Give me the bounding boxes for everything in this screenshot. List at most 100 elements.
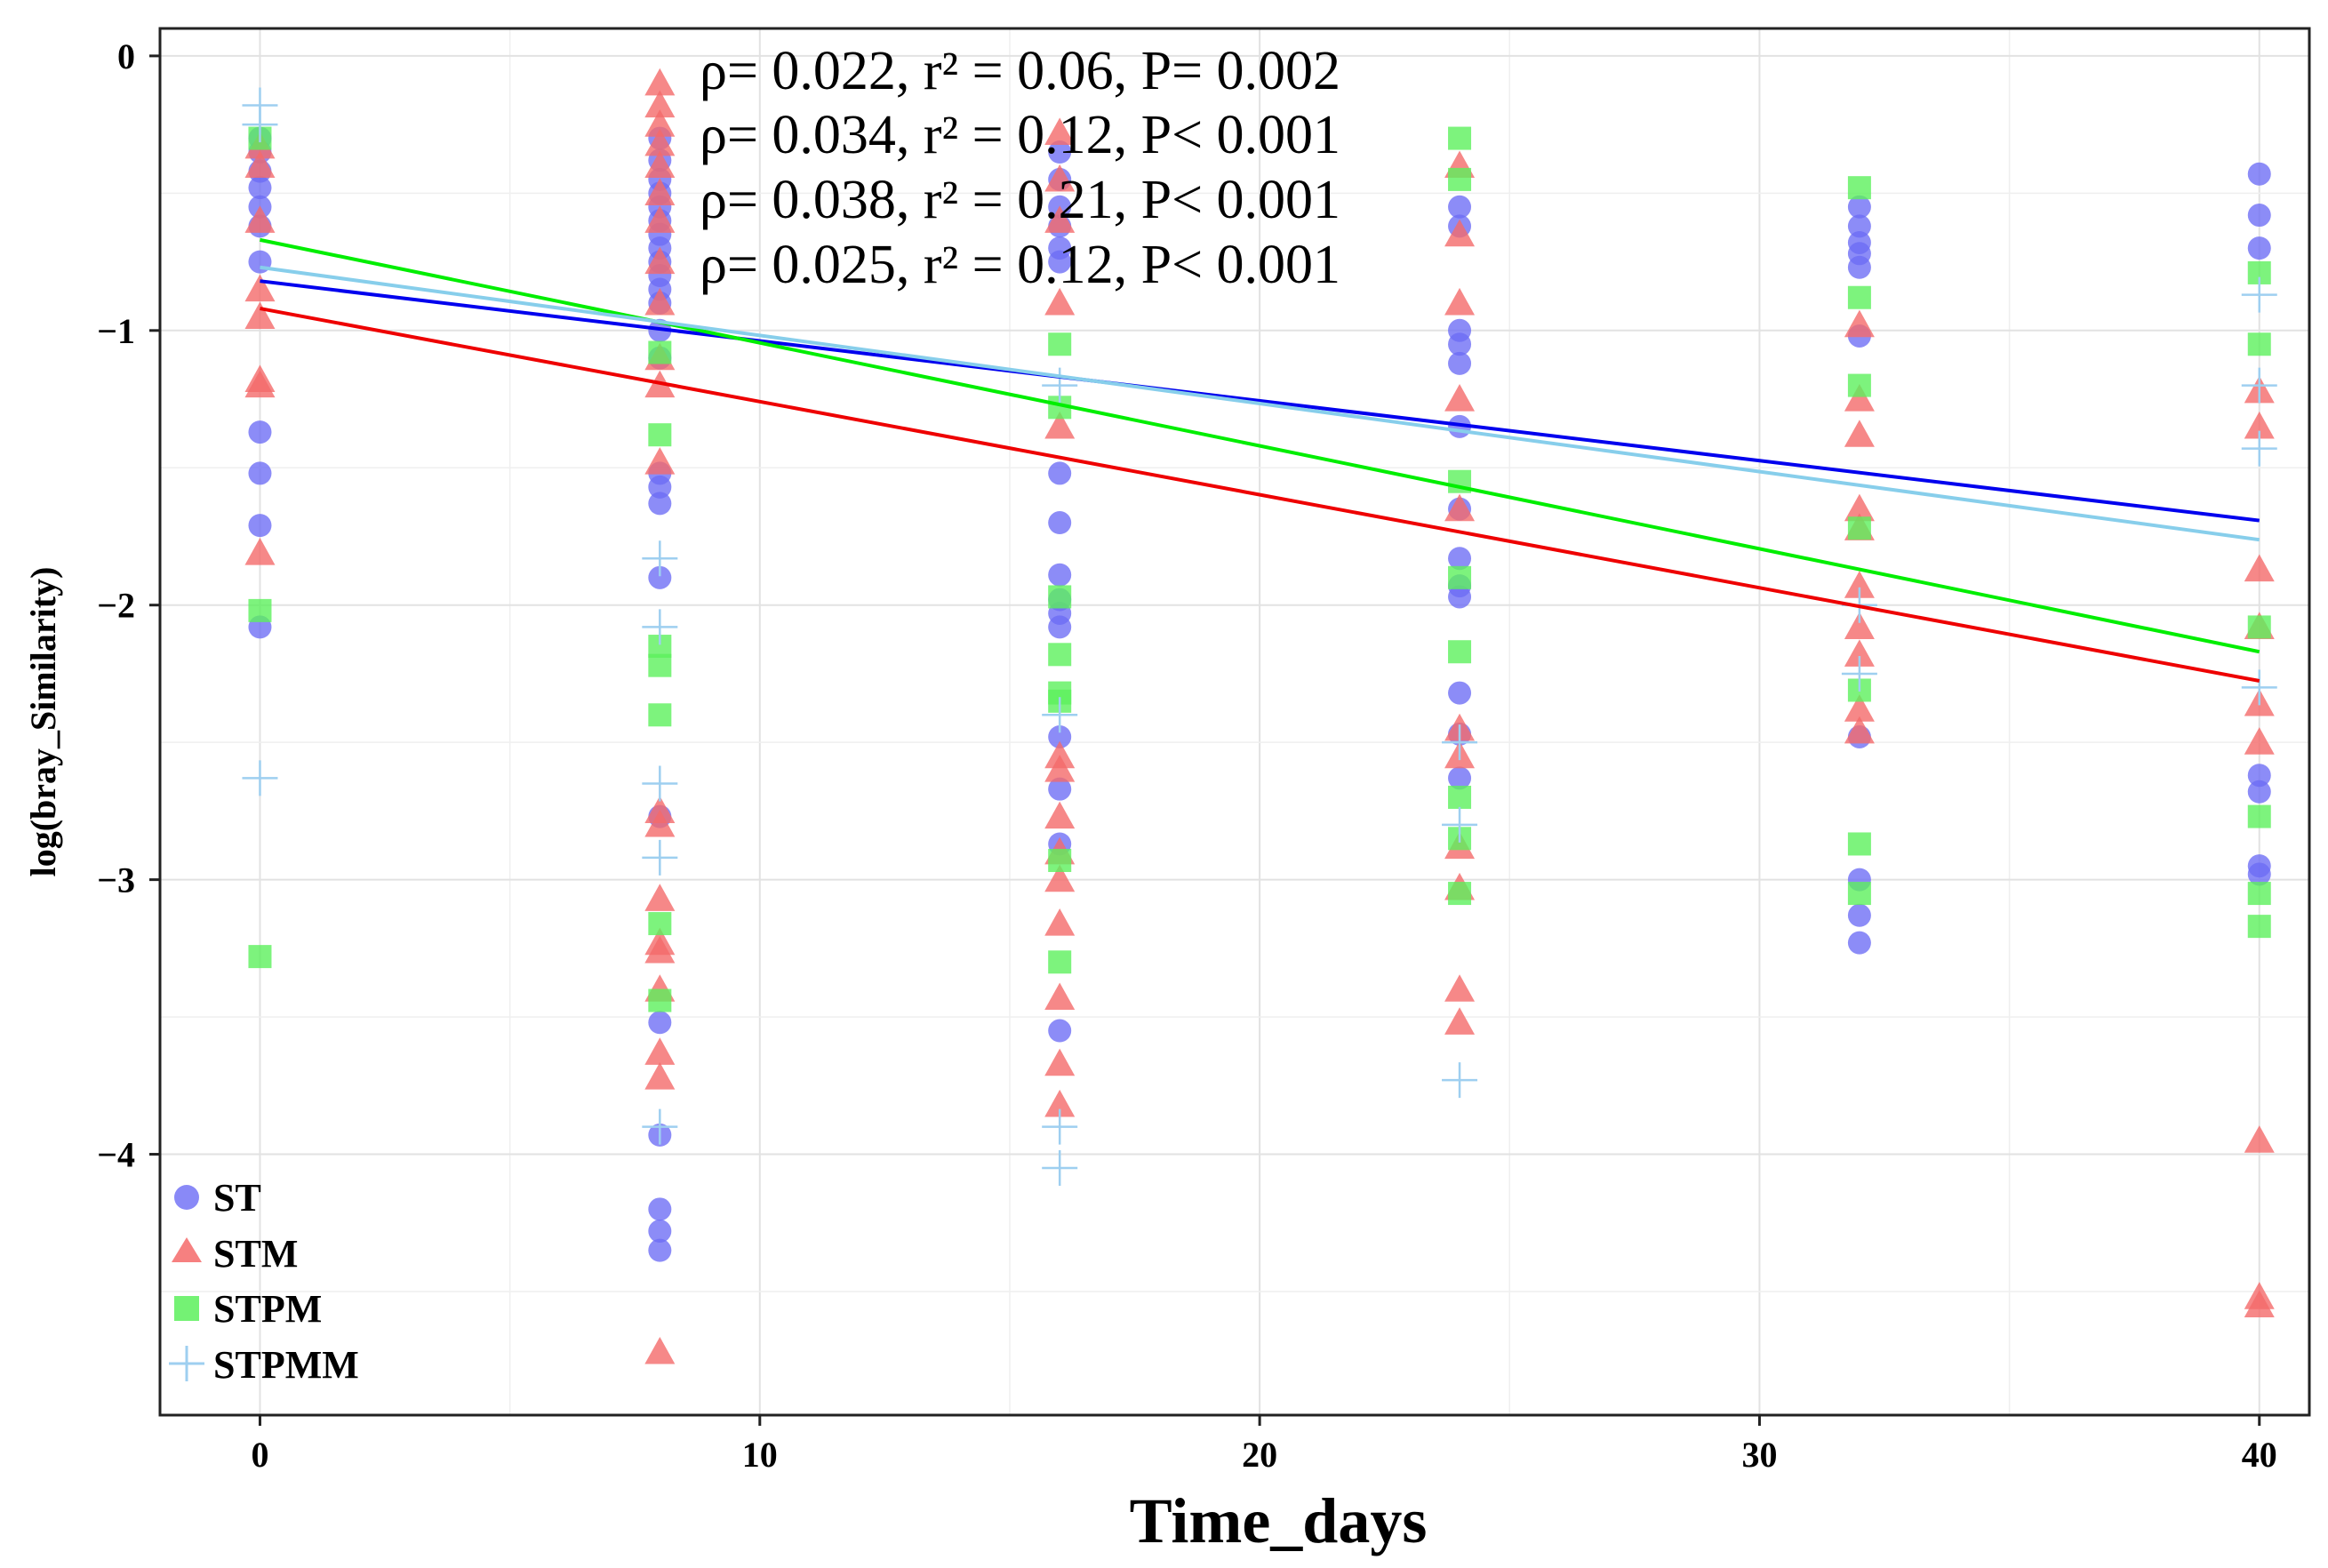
fit-line-stpm bbox=[260, 237, 2260, 654]
point-stpmm bbox=[642, 839, 678, 876]
point-st bbox=[248, 420, 272, 444]
point-stpmm bbox=[242, 760, 278, 796]
point-stpm bbox=[1847, 516, 1871, 540]
point-stpmm bbox=[1841, 655, 1877, 692]
annotation-4: ρ= 0.025, r² = 0.12, P< 0.001 bbox=[700, 235, 1340, 295]
point-stm bbox=[1844, 571, 1875, 598]
x-tick-label: 30 bbox=[1741, 1435, 1777, 1475]
point-stpmm bbox=[1442, 806, 1478, 843]
point-stpm bbox=[648, 653, 672, 677]
point-stpm bbox=[1048, 332, 1072, 356]
point-stm bbox=[1444, 287, 1476, 316]
point-stpm bbox=[1448, 565, 1472, 589]
point-st bbox=[2247, 780, 2271, 804]
point-st bbox=[1847, 255, 1871, 279]
point-stpm bbox=[2247, 332, 2271, 356]
point-st bbox=[648, 492, 672, 516]
point-stm bbox=[2244, 1125, 2275, 1153]
point-stm bbox=[1044, 755, 1076, 782]
point-st bbox=[2247, 764, 2271, 788]
point-stpm bbox=[1847, 882, 1871, 906]
point-stm bbox=[2244, 1290, 2275, 1318]
point-stpm bbox=[648, 912, 672, 936]
point-st bbox=[1048, 724, 1072, 748]
point-stm bbox=[1044, 1048, 1076, 1076]
point-stm bbox=[2244, 727, 2275, 755]
y-tick-label: −3 bbox=[97, 860, 135, 900]
point-stm bbox=[2244, 411, 2275, 439]
point-stm bbox=[1844, 309, 1875, 338]
point-stm bbox=[1044, 164, 1076, 192]
point-stm bbox=[644, 1037, 676, 1065]
point-stm bbox=[1044, 740, 1076, 769]
point-stpmm bbox=[642, 609, 678, 645]
y-axis-title: log(bray_Similarity) bbox=[23, 567, 63, 877]
point-stm bbox=[644, 796, 676, 823]
point-stpm bbox=[1048, 849, 1072, 872]
point-stm bbox=[1844, 612, 1875, 640]
point-stm bbox=[644, 287, 676, 316]
point-st bbox=[2247, 236, 2271, 260]
point-st bbox=[2247, 204, 2271, 228]
point-stm bbox=[644, 90, 676, 118]
point-st bbox=[1448, 547, 1472, 571]
x-axis-title: Time_days bbox=[1130, 1485, 1428, 1556]
legend-label-stm: STM bbox=[213, 1232, 298, 1276]
point-stm bbox=[644, 178, 676, 205]
point-st bbox=[248, 514, 272, 538]
point-st bbox=[648, 1220, 672, 1244]
point-stm bbox=[1444, 384, 1476, 412]
point-st bbox=[1847, 903, 1871, 927]
series-stpmm bbox=[242, 87, 2277, 1186]
point-stpm bbox=[648, 423, 672, 447]
point-st bbox=[1048, 511, 1072, 535]
legend-marker-stpmm bbox=[169, 1346, 204, 1381]
point-stpm bbox=[648, 988, 672, 1012]
point-stm bbox=[1844, 384, 1875, 412]
point-st bbox=[1048, 1019, 1072, 1043]
legend-label-stpm: STPM bbox=[213, 1287, 322, 1331]
point-stpm bbox=[1048, 585, 1072, 609]
point-stm bbox=[644, 205, 676, 233]
point-st bbox=[1448, 332, 1472, 356]
point-st bbox=[2247, 162, 2271, 186]
point-st bbox=[1448, 681, 1472, 705]
point-stpmm bbox=[242, 107, 278, 143]
point-stm bbox=[1444, 219, 1476, 247]
legend-label-st: ST bbox=[213, 1176, 261, 1220]
point-stpmm bbox=[1042, 367, 1078, 404]
point-st bbox=[2247, 862, 2271, 886]
point-stm bbox=[2244, 554, 2275, 582]
point-stpmm bbox=[642, 765, 678, 802]
point-stpm bbox=[2247, 804, 2271, 828]
legend-marker-stpm bbox=[174, 1296, 199, 1321]
point-stm bbox=[1044, 287, 1076, 316]
point-stm bbox=[1044, 411, 1076, 439]
point-stm bbox=[644, 1062, 676, 1090]
point-stm bbox=[1044, 908, 1076, 936]
point-st bbox=[648, 1197, 672, 1221]
point-stm bbox=[1044, 205, 1076, 233]
point-st bbox=[1448, 195, 1472, 219]
point-st bbox=[248, 461, 272, 485]
point-stm bbox=[644, 809, 676, 837]
data-markers bbox=[242, 68, 2277, 1364]
x-tick-label: 10 bbox=[742, 1435, 778, 1475]
axis-ticks: 0 10 20 30 40 0 −1 −2 −3 −4 bbox=[97, 36, 2277, 1475]
point-stm bbox=[244, 150, 276, 179]
point-stm bbox=[244, 205, 276, 233]
point-st bbox=[648, 565, 672, 589]
point-stm bbox=[1844, 493, 1875, 522]
point-stm bbox=[1844, 716, 1875, 744]
point-stpm bbox=[648, 703, 672, 727]
point-stpm bbox=[2247, 915, 2271, 939]
point-stpm bbox=[1448, 640, 1472, 664]
point-stm bbox=[1444, 974, 1476, 1002]
point-stm bbox=[644, 150, 676, 179]
series-stpm bbox=[248, 126, 2271, 1012]
point-stpm bbox=[1847, 832, 1871, 856]
point-stm bbox=[1044, 117, 1076, 145]
point-stm bbox=[1044, 801, 1076, 829]
